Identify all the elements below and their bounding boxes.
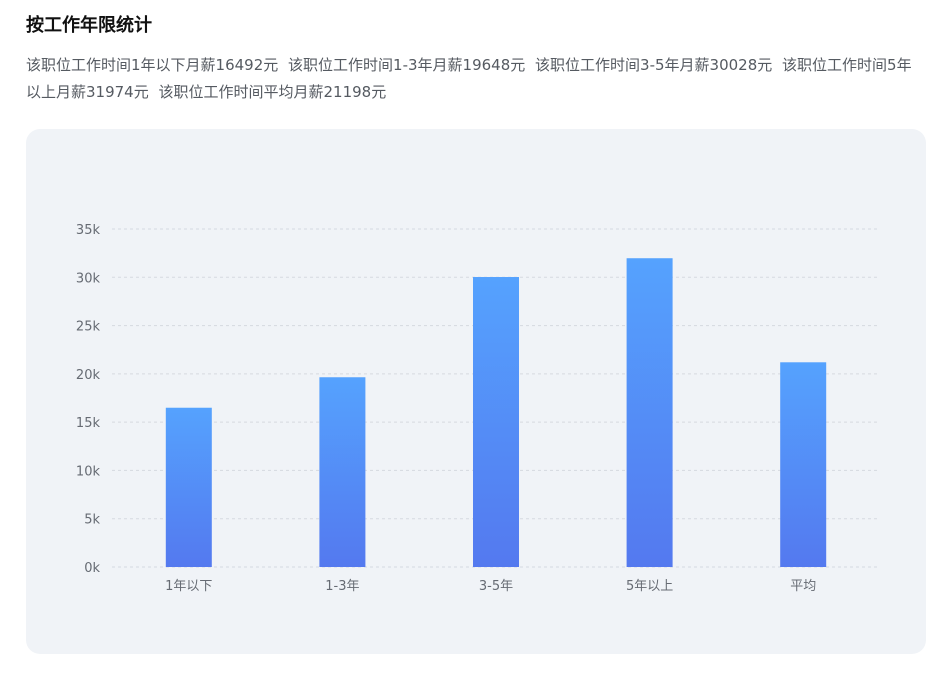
y-tick-label: 35k	[76, 223, 101, 238]
bar-0[interactable]	[165, 407, 212, 567]
y-tick-label: 5k	[84, 513, 100, 528]
summary-over-5-years: 该职位工作时间5年以上月薪31974元	[26, 56, 912, 101]
summary-3-5-years: 该职位工作时间3-5年月薪30028元	[535, 56, 773, 74]
chart-card: 0k 5k 10k 15k 20k 25k 30k 35k 1年以下 1-3年 3-5年 5年以上 平…	[26, 129, 926, 654]
summary-average: 该职位工作时间平均月薪21198元	[158, 83, 387, 101]
y-tick-label: 30k	[76, 271, 101, 286]
section-title: 按工作年限统计	[26, 15, 152, 36]
x-tick-label: 5年以上	[626, 579, 673, 594]
salary-bar-chart: 0k 5k 10k 15k 20k 25k 30k 35k 1年以下 1-3年 3-5年 5年以上 平…	[76, 223, 880, 594]
bars	[165, 258, 827, 567]
bar-2[interactable]	[473, 277, 519, 567]
bar-4[interactable]	[780, 362, 827, 567]
y-tick-label: 20k	[76, 368, 101, 383]
y-axis-ticks: 0k 5k 10k 15k 20k 25k 30k 35k	[76, 223, 101, 576]
x-tick-label: 1-3年	[325, 579, 359, 594]
summary-under-1-year: 该职位工作时间1年以下月薪16492元	[26, 56, 279, 74]
salary-summary: 该职位工作时间1年以下月薪16492元 该职位工作时间1-3年月薪19648元 …	[26, 52, 926, 106]
summary-1-3-years: 该职位工作时间1-3年月薪19648元	[288, 56, 526, 74]
bar-1[interactable]	[319, 377, 366, 567]
x-tick-label: 3-5年	[479, 579, 513, 594]
y-tick-label: 10k	[76, 464, 101, 479]
y-tick-label: 0k	[84, 561, 100, 576]
bar-3[interactable]	[626, 258, 673, 567]
y-tick-label: 25k	[76, 320, 101, 335]
x-tick-label: 1年以下	[165, 579, 212, 594]
x-tick-label: 平均	[790, 579, 816, 594]
x-axis-ticks: 1年以下 1-3年 3-5年 5年以上 平均	[165, 579, 816, 594]
y-tick-label: 15k	[76, 416, 101, 431]
